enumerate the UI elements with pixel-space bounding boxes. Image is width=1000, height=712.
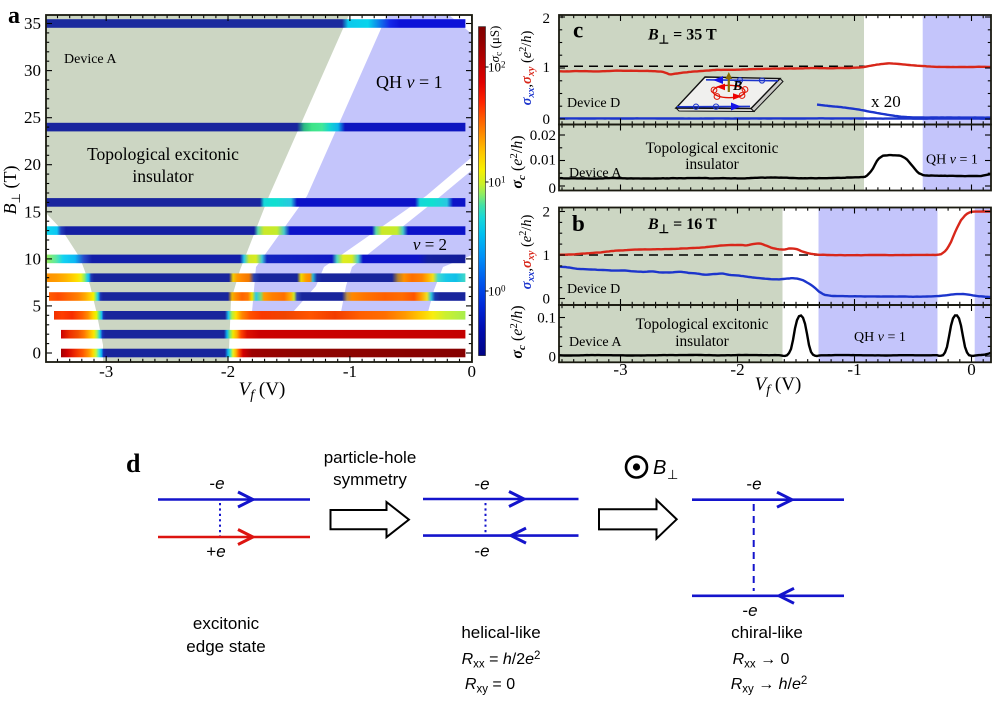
- svg-text:0.1: 0.1: [537, 311, 556, 327]
- svg-text:chiral-like: chiral-like: [731, 623, 803, 642]
- svg-text:symmetry: symmetry: [333, 470, 407, 489]
- svg-text:0: 0: [549, 350, 557, 366]
- svg-text:Vf (V): Vf (V): [755, 374, 802, 398]
- svg-text:B⊥ = 35 T: B⊥ = 35 T: [647, 27, 717, 47]
- svg-text:⊥: ⊥: [667, 467, 678, 482]
- svg-text:-2: -2: [221, 362, 235, 381]
- svg-text:0: 0: [549, 181, 557, 197]
- svg-text:-e: -e: [474, 475, 489, 494]
- svg-text:QH ν = 1: QH ν = 1: [926, 153, 978, 168]
- svg-text:B⊥ (T): B⊥ (T): [0, 166, 23, 215]
- svg-text:σxx,σxy (e2/h): σxx,σxy (e2/h): [518, 30, 537, 105]
- svg-text:excitonic: excitonic: [193, 614, 260, 633]
- svg-text:d: d: [126, 449, 141, 478]
- svg-text:2: 2: [543, 205, 551, 221]
- svg-text:σc (e2/h): σc (e2/h): [508, 305, 528, 358]
- svg-text:Rxy = 0: Rxy = 0: [465, 676, 515, 696]
- svg-text:insulator: insulator: [132, 166, 193, 186]
- svg-text:25: 25: [24, 108, 41, 127]
- svg-text:σxx,σxy (e2/h): σxx,σxy (e2/h): [518, 214, 537, 289]
- svg-text:15: 15: [24, 202, 41, 221]
- svg-text:0: 0: [33, 344, 42, 363]
- svg-text:c: c: [573, 18, 583, 43]
- svg-text:Device D: Device D: [567, 282, 620, 297]
- svg-text:-1: -1: [847, 360, 861, 379]
- svg-text:b: b: [572, 211, 585, 236]
- svg-text:Device A: Device A: [569, 166, 622, 181]
- svg-text:x 20: x 20: [871, 92, 901, 111]
- svg-text:0: 0: [543, 112, 551, 128]
- svg-text:0.01: 0.01: [530, 153, 556, 169]
- svg-text:-e: -e: [209, 474, 224, 493]
- svg-text:particle-hole: particle-hole: [324, 448, 417, 467]
- svg-text:QH ν = 1: QH ν = 1: [854, 330, 906, 345]
- svg-text:-e: -e: [742, 601, 757, 620]
- svg-text:B⊥ = 16 T: B⊥ = 16 T: [647, 216, 717, 236]
- svg-text:B: B: [653, 457, 666, 479]
- svg-text:a: a: [8, 3, 20, 29]
- svg-text:edge state: edge state: [186, 637, 265, 656]
- svg-text:-3: -3: [613, 360, 627, 379]
- svg-text:0: 0: [543, 292, 551, 308]
- svg-text:Rxx = h/2e2: Rxx = h/2e2: [462, 650, 541, 671]
- svg-text:10: 10: [24, 249, 41, 268]
- svg-text:1: 1: [543, 248, 551, 264]
- svg-text:B: B: [732, 79, 742, 94]
- svg-text:-1: -1: [343, 362, 357, 381]
- svg-text:5: 5: [33, 296, 42, 315]
- svg-text:Device A: Device A: [64, 52, 117, 67]
- svg-text:2: 2: [543, 11, 551, 27]
- svg-text:insulator: insulator: [675, 333, 729, 350]
- svg-text:QH ν = 1: QH ν = 1: [376, 72, 443, 92]
- svg-text:-e: -e: [474, 542, 489, 561]
- svg-text:insulator: insulator: [685, 156, 739, 173]
- svg-text:σc (e2/h): σc (e2/h): [508, 135, 528, 188]
- svg-text:0.02: 0.02: [530, 128, 556, 144]
- svg-text:Rxx → 0: Rxx → 0: [733, 651, 790, 671]
- svg-text:Topological excitonic: Topological excitonic: [646, 140, 779, 157]
- svg-text:Device A: Device A: [569, 335, 622, 350]
- svg-text:20: 20: [24, 155, 41, 174]
- svg-text:Rxy → h/e2: Rxy → h/e2: [731, 675, 808, 696]
- svg-text:+e: +e: [206, 542, 225, 561]
- svg-text:-e: -e: [746, 475, 761, 494]
- svg-text:35: 35: [24, 14, 41, 33]
- svg-text:1: 1: [543, 60, 551, 76]
- svg-text:helical-like: helical-like: [461, 623, 540, 642]
- svg-text:σc (μS): σc (μS): [487, 26, 505, 63]
- svg-text:-2: -2: [730, 360, 744, 379]
- svg-text:Device D: Device D: [567, 96, 620, 111]
- svg-text:-3: -3: [99, 362, 113, 381]
- svg-text:0: 0: [467, 362, 476, 381]
- svg-text:Topological excitonic: Topological excitonic: [636, 316, 769, 333]
- svg-text:Topological excitonic: Topological excitonic: [87, 144, 239, 164]
- svg-text:0: 0: [967, 360, 976, 379]
- svg-text:30: 30: [24, 61, 41, 80]
- svg-text:Vf (V): Vf (V): [239, 379, 286, 403]
- svg-text:ν = 2: ν = 2: [413, 235, 447, 254]
